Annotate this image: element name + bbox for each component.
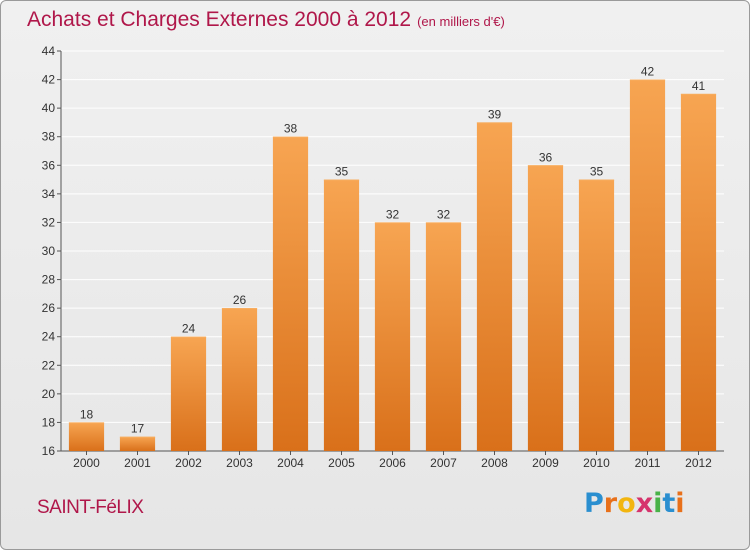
commune-name: SAINT-FéLIX [37, 497, 144, 518]
data-label-2008: 39 [488, 107, 502, 121]
y-tick-label: 28 [42, 273, 56, 287]
y-tick-label: 18 [42, 415, 56, 429]
data-label-2001: 17 [131, 422, 145, 436]
proxiti-logo: Proxiti [584, 488, 685, 519]
y-tick-labels: 16 18 20 22 24 26 28 30 32 34 36 38 40 42 44 [42, 44, 56, 458]
data-label-2010: 35 [590, 165, 604, 179]
chart-title: Achats et Charges Externes 2000 à 2012 (e… [27, 8, 505, 32]
bar-2008 [476, 122, 513, 451]
data-label-2006: 32 [386, 207, 400, 221]
x-tick-label-2000: 2000 [73, 456, 100, 470]
x-tick-label-2006: 2006 [379, 456, 406, 470]
x-tick-label-2008: 2008 [481, 456, 508, 470]
chart-title-text: Achats et Charges Externes 2000 à 2012 [27, 8, 412, 31]
y-tick-label: 32 [42, 215, 56, 229]
bar-2004 [272, 136, 309, 451]
bar-2003 [221, 308, 258, 451]
y-tick-label: 30 [42, 244, 56, 258]
brand-letter: x [635, 488, 654, 519]
bar-2007 [425, 222, 462, 451]
data-label-2009: 36 [539, 150, 553, 164]
y-tick-label: 36 [42, 158, 56, 172]
bars [68, 79, 717, 452]
y-tick-label: 40 [42, 101, 56, 115]
x-tick-label-2005: 2005 [328, 456, 355, 470]
brand-letter: i [675, 488, 685, 519]
bar-2006 [374, 222, 411, 451]
x-tick-label-2002: 2002 [175, 456, 202, 470]
brand-letter: P [584, 488, 604, 519]
y-tick-label: 22 [42, 358, 56, 372]
y-tick-label: 20 [42, 387, 56, 401]
brand-letter: t [662, 488, 676, 519]
x-tick-label-2003: 2003 [226, 456, 253, 470]
x-tick-labels: 2000 2001 2002 2003 2004 2005 2006 2007 2008 2009… [73, 456, 712, 470]
x-tick-label-2012: 2012 [685, 456, 712, 470]
brand-letter: r [603, 488, 618, 519]
y-tick-label: 38 [42, 130, 56, 144]
data-label-2011: 42 [641, 65, 655, 79]
data-label-2012: 41 [692, 79, 706, 93]
y-tick-label: 34 [42, 187, 56, 201]
x-tick-label-2010: 2010 [583, 456, 610, 470]
x-tick-label-2007: 2007 [430, 456, 457, 470]
x-tick-label-2011: 2011 [635, 456, 661, 470]
y-tick-label: 16 [42, 444, 56, 458]
y-tick-label: 44 [42, 44, 56, 58]
brand-letter: o [617, 488, 636, 519]
y-tick-label: 24 [42, 330, 56, 344]
data-label-2005: 35 [335, 165, 349, 179]
data-label-2004: 38 [284, 122, 298, 136]
bar-2002 [170, 336, 207, 451]
x-tick-label-2004: 2004 [277, 456, 304, 470]
data-label-2003: 26 [233, 293, 247, 307]
bar-2012 [680, 93, 717, 451]
y-tick-label: 42 [42, 73, 56, 87]
x-tick-label-2009: 2009 [532, 456, 559, 470]
bar-2001 [119, 436, 156, 451]
x-tick-label-2001: 2001 [124, 456, 151, 470]
brand-letter: i [653, 488, 663, 519]
data-label-2000: 18 [80, 407, 94, 421]
bar-2011 [629, 79, 666, 452]
y-tick-label: 26 [42, 301, 56, 315]
data-label-2007: 32 [437, 207, 451, 221]
chart-subtitle: (en milliers d'€) [417, 14, 505, 29]
data-labels: 18 17 24 26 38 35 32 32 39 36 35 42 41 [80, 65, 706, 436]
bar-2000 [68, 422, 105, 451]
data-label-2002: 24 [182, 322, 196, 336]
bar-2009 [527, 165, 564, 452]
bar-2010 [578, 179, 615, 452]
bar-2005 [323, 179, 360, 452]
